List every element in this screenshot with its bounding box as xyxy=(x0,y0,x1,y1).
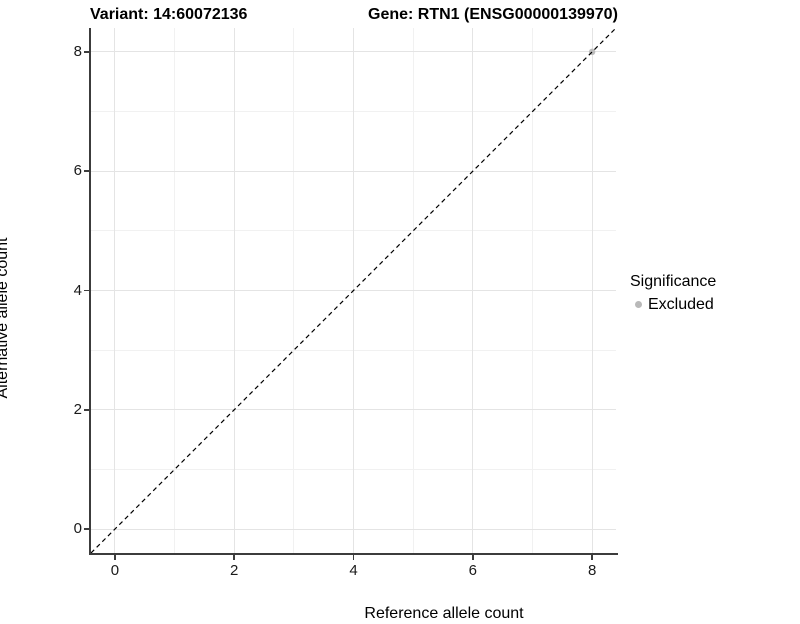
y-tick-mark xyxy=(84,289,89,292)
plot-canvas: { "title": { "left": "Variant: 14:600721… xyxy=(0,4,800,622)
y-tick-mark xyxy=(84,528,89,530)
y-tick-mark xyxy=(84,409,89,411)
y-tick-label: 4 xyxy=(73,281,82,299)
plot-panel: 8 6 4 2 0 8 6 4 2 0 Reference allele count Altern… xyxy=(0,28,618,622)
y-tick-label: 8 xyxy=(73,42,82,60)
legend: Significance Excluded xyxy=(630,271,716,315)
x-tick-label: 8 xyxy=(587,562,597,579)
y-tick-mark xyxy=(84,170,89,172)
legend-item-label: Excluded xyxy=(648,296,714,313)
x-gridline-major xyxy=(114,28,116,553)
x-tick-mark xyxy=(591,555,593,560)
y-tick-label: 6 xyxy=(73,162,82,180)
x-tick-label: 2 xyxy=(230,562,239,579)
plot-title-variant: Variant: 14:60072136 xyxy=(90,6,248,23)
x-axis-title: Reference allele count xyxy=(364,605,524,622)
identity-reference-line xyxy=(91,28,616,553)
data-layer xyxy=(91,28,616,553)
x-axis-line xyxy=(89,553,618,555)
x-tick-label: 0 xyxy=(110,562,120,579)
plot-title: Variant: 14:60072136 Gene: RTN1 (ENSG000… xyxy=(0,4,800,28)
x-tick-label: 4 xyxy=(349,562,358,579)
legend-item-excluded: Excluded xyxy=(630,294,716,315)
x-tick-mark xyxy=(472,555,474,560)
y-axis-line xyxy=(89,28,91,555)
plot-title-gene: Gene: RTN1 (ENSG00000139970) xyxy=(368,6,618,23)
x-gridline-major xyxy=(472,28,474,553)
x-tick-mark xyxy=(352,555,355,560)
y-tick-label: 2 xyxy=(73,400,82,418)
x-gridline-major xyxy=(591,28,593,553)
y-axis-title: Alternative allele count xyxy=(0,237,11,399)
y-tick-mark xyxy=(84,51,89,53)
legend-title: Significance xyxy=(630,273,717,290)
x-tick-mark xyxy=(233,555,235,560)
x-gridline-major xyxy=(233,28,235,553)
x-tick-mark xyxy=(114,555,116,560)
excluded-marker-icon xyxy=(635,301,642,308)
y-tick-label: 0 xyxy=(73,520,82,538)
x-tick-label: 6 xyxy=(468,562,477,579)
